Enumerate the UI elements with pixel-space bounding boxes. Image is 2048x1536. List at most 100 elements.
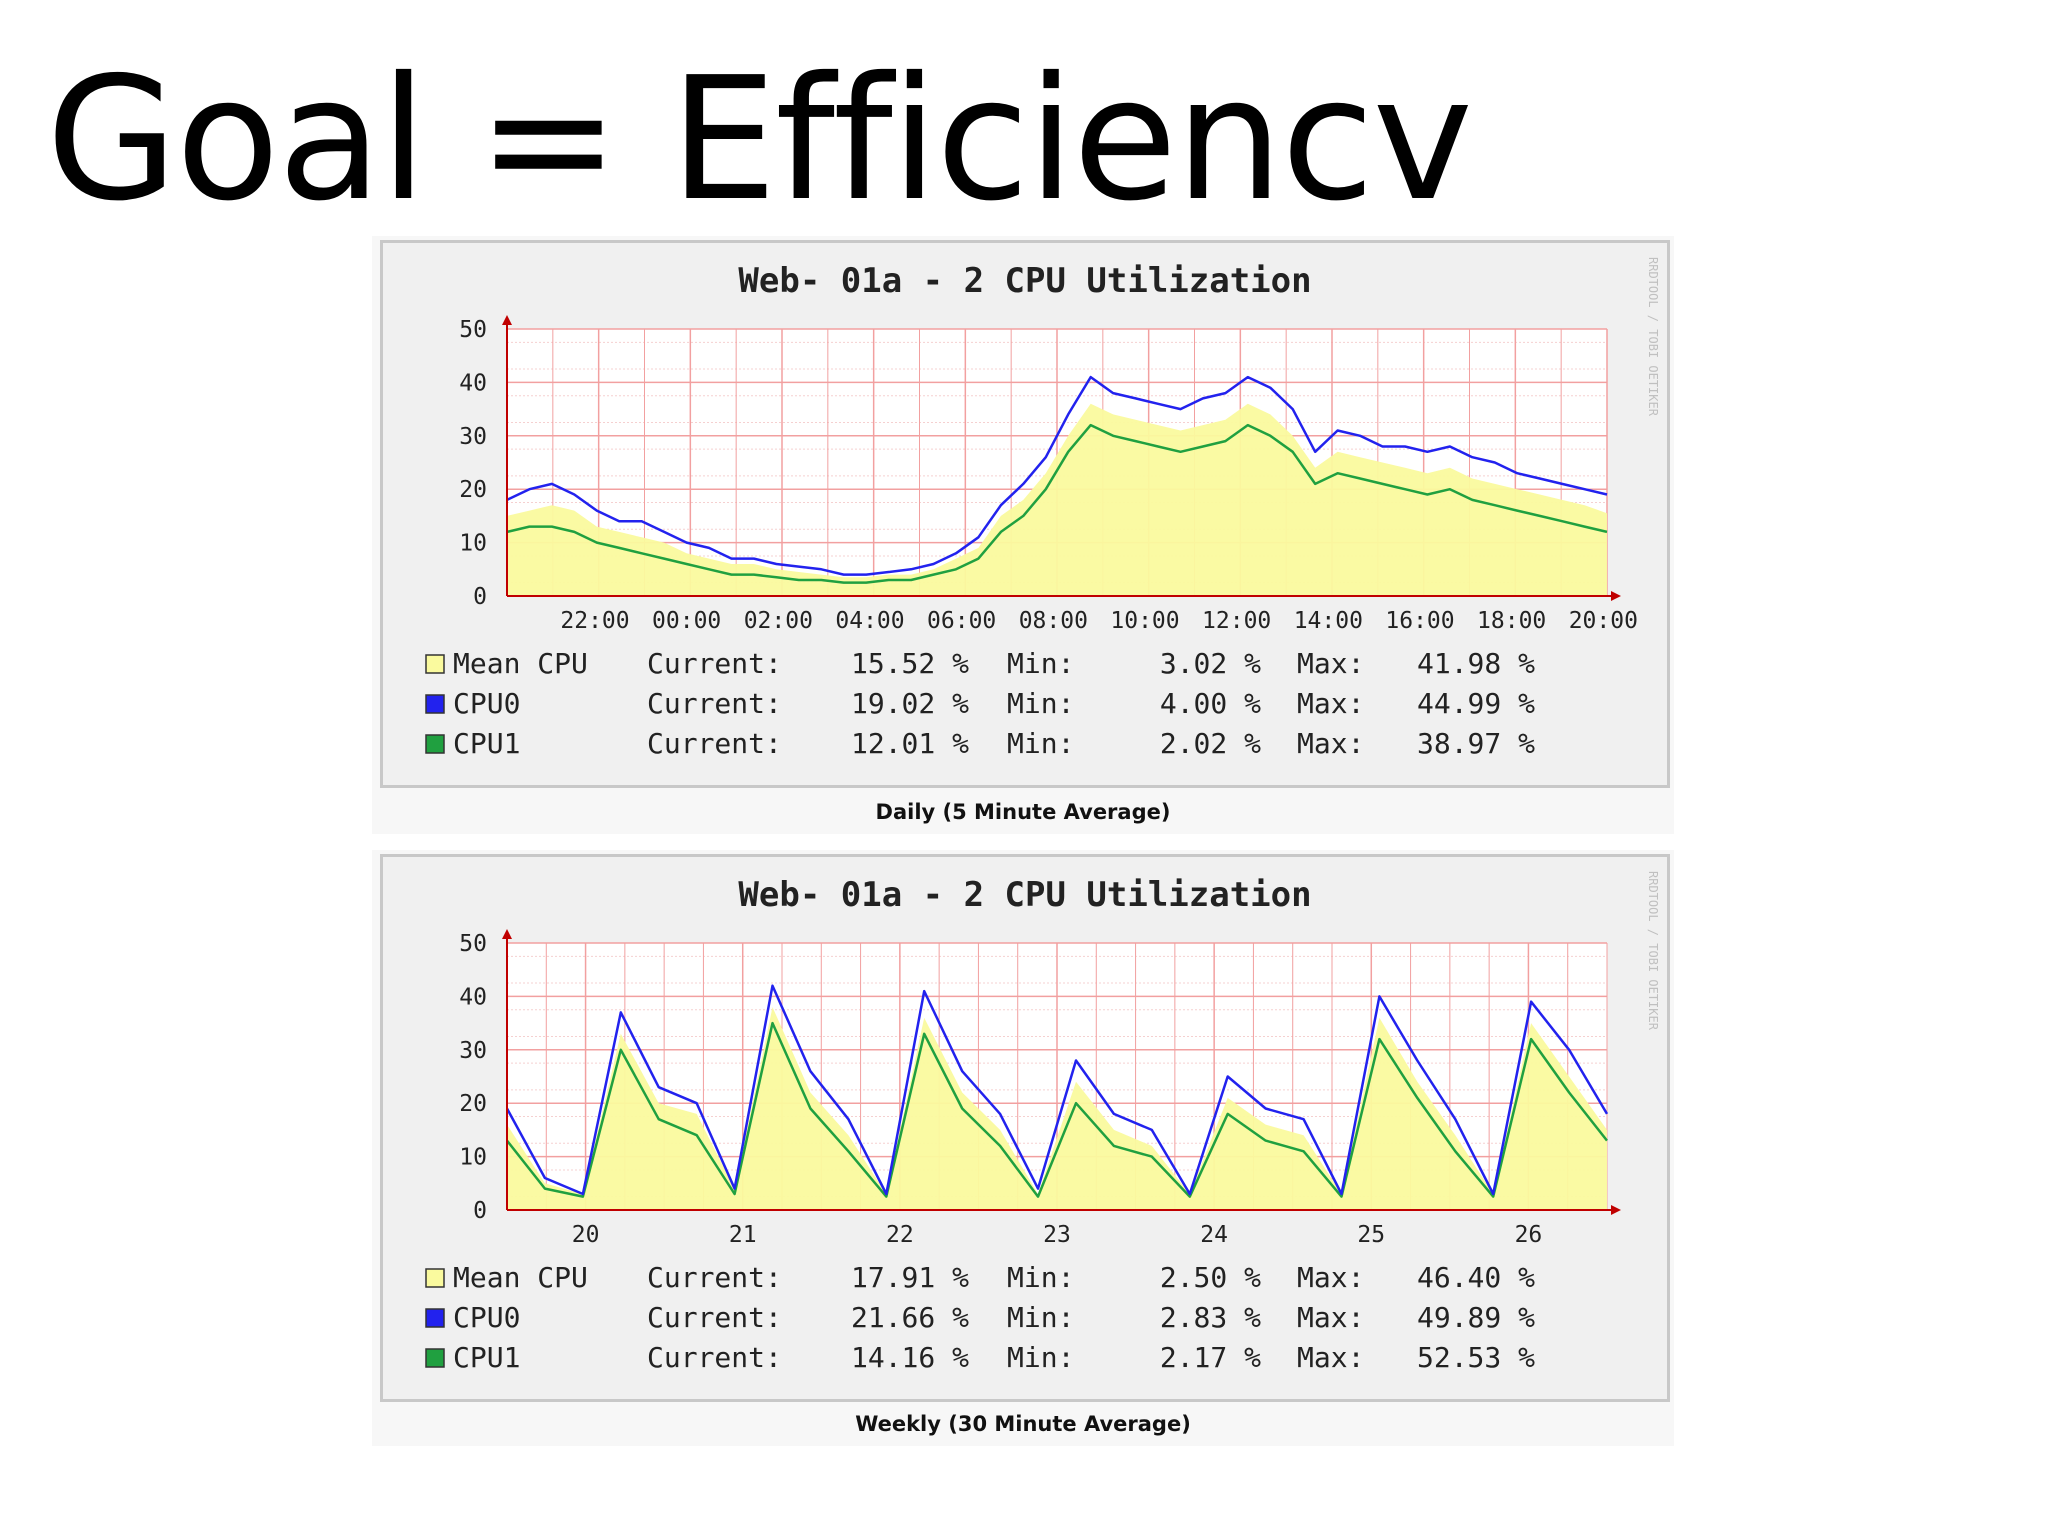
daily-y-axis-arrow	[502, 315, 512, 325]
daily-legend-min-value-cpu1: 2.02 %	[1160, 727, 1261, 760]
weekly-xtick-label: 26	[1515, 1222, 1543, 1248]
daily-legend-current-value-mean-cpu: 15.52 %	[851, 647, 969, 680]
daily-legend-swatch-cpu0	[425, 694, 445, 714]
daily-ytick-label: 20	[459, 477, 487, 503]
daily-legend-min-value-mean-cpu: 3.02 %	[1160, 647, 1261, 680]
weekly-legend-name-cpu0: CPU0	[453, 1301, 520, 1334]
weekly-xtick-label: 22	[886, 1222, 914, 1248]
weekly-legend-min-label: Min:	[1007, 1301, 1074, 1334]
weekly-legend-min-value-cpu0: 2.83 %	[1160, 1301, 1261, 1334]
daily-cpu-graph-panel: Web- 01a - 2 CPU Utilization RRDTOOL / TO…	[372, 236, 1674, 834]
weekly-ytick-label: 0	[473, 1198, 487, 1224]
daily-legend-current-value-cpu0: 19.02 %	[851, 687, 969, 720]
weekly-x-axis-arrow	[1611, 1205, 1621, 1215]
weekly-cpu-graph: Web- 01a - 2 CPU Utilization RRDTOOL / TO…	[380, 854, 1670, 1402]
weekly-cpu-graph-panel: Web- 01a - 2 CPU Utilization RRDTOOL / TO…	[372, 850, 1674, 1446]
daily-xtick-label: 06:00	[927, 608, 996, 634]
weekly-legend-min-value-cpu1: 2.17 %	[1160, 1341, 1261, 1374]
weekly-legend-max-value-mean-cpu: 46.40 %	[1417, 1261, 1535, 1294]
daily-xtick-label: 00:00	[652, 608, 721, 634]
daily-watermark: RRDTOOL / TOBI OETIKER	[1646, 257, 1660, 417]
daily-legend-max-label: Max:	[1297, 687, 1364, 720]
weekly-series-cpu1-line	[506, 1021, 1608, 1198]
daily-xtick-label: 22:00	[560, 608, 629, 634]
weekly-caption: Weekly (30 Minute Average)	[855, 1412, 1191, 1436]
weekly-legend-current-value-cpu1: 14.16 %	[851, 1341, 969, 1374]
weekly-watermark: RRDTOOL / TOBI OETIKER	[1646, 871, 1660, 1031]
daily-legend-min-label: Min:	[1007, 687, 1074, 720]
daily-xtick-label: 08:00	[1019, 608, 1088, 634]
daily-x-axis-arrow	[1611, 591, 1621, 601]
weekly-ytick-label: 20	[459, 1091, 487, 1117]
daily-legend-min-value-cpu0: 4.00 %	[1160, 687, 1261, 720]
daily-xtick-label: 10:00	[1110, 608, 1179, 634]
daily-xtick-label: 12:00	[1202, 608, 1271, 634]
daily-xtick-label: 04:00	[835, 608, 904, 634]
weekly-legend-max-label: Max:	[1297, 1341, 1364, 1374]
daily-legend-name-mean-cpu: Mean CPU	[453, 647, 588, 680]
weekly-cpu-chart: Web- 01a - 2 CPU Utilization RRDTOOL / TO…	[425, 871, 1660, 1374]
daily-legend-max-value-cpu0: 44.99 %	[1417, 687, 1535, 720]
daily-ytick-label: 30	[459, 424, 487, 450]
daily-cpu-chart: Web- 01a - 2 CPU Utilization RRDTOOL / TO…	[425, 257, 1660, 760]
weekly-legend-current-label: Current:	[647, 1341, 782, 1374]
daily-legend-max-value-mean-cpu: 41.98 %	[1417, 647, 1535, 680]
daily-legend-swatch-cpu1	[425, 734, 445, 754]
weekly-legend-current-label: Current:	[647, 1261, 782, 1294]
daily-legend-current-value-cpu1: 12.01 %	[851, 727, 969, 760]
daily-legend-swatch-mean-cpu	[425, 654, 445, 674]
weekly-xtick-label: 24	[1200, 1222, 1228, 1248]
daily-series-cpu0-line	[506, 375, 1608, 576]
weekly-xtick-label: 25	[1357, 1222, 1385, 1248]
weekly-legend-swatch-mean-cpu	[425, 1268, 445, 1288]
daily-legend-max-label: Max:	[1297, 727, 1364, 760]
daily-series-cpu1-line	[506, 423, 1608, 584]
daily-xtick-label: 20:00	[1569, 608, 1638, 634]
weekly-legend-current-label: Current:	[647, 1301, 782, 1334]
weekly-ytick-label: 40	[459, 984, 487, 1010]
weekly-legend-swatch-cpu0	[425, 1308, 445, 1328]
daily-xtick-label: 02:00	[744, 608, 813, 634]
weekly-ytick-label: 50	[459, 931, 487, 957]
weekly-legend-min-label: Min:	[1007, 1261, 1074, 1294]
weekly-series-cpu0-line	[505, 984, 1609, 1196]
daily-series-mean-cpu-area	[507, 403, 1607, 596]
daily-legend-current-label: Current:	[647, 727, 782, 760]
weekly-ytick-label: 10	[459, 1145, 487, 1171]
daily-ytick-label: 50	[459, 317, 487, 343]
daily-legend-name-cpu1: CPU1	[453, 727, 520, 760]
daily-cpu-graph: Web- 01a - 2 CPU Utilization RRDTOOL / TO…	[380, 240, 1670, 788]
weekly-legend-current-value-cpu0: 21.66 %	[851, 1301, 969, 1334]
daily-legend-current-label: Current:	[647, 687, 782, 720]
daily-ytick-label: 10	[459, 531, 487, 557]
daily-ytick-label: 0	[473, 584, 487, 610]
daily-legend-min-label: Min:	[1007, 647, 1074, 680]
weekly-legend-name-mean-cpu: Mean CPU	[453, 1261, 588, 1294]
daily-legend-min-label: Min:	[1007, 727, 1074, 760]
daily-legend-name-cpu0: CPU0	[453, 687, 520, 720]
daily-legend-max-value-cpu1: 38.97 %	[1417, 727, 1535, 760]
daily-legend-current-label: Current:	[647, 647, 782, 680]
weekly-ytick-label: 30	[459, 1038, 487, 1064]
weekly-legend-current-value-mean-cpu: 17.91 %	[851, 1261, 969, 1294]
daily-xtick-label: 14:00	[1294, 608, 1363, 634]
weekly-xtick-label: 23	[1043, 1222, 1071, 1248]
slide-title: Goal = Efficiencv	[46, 41, 1473, 239]
weekly-series-mean-cpu-area	[507, 1007, 1607, 1210]
weekly-legend-name-cpu1: CPU1	[453, 1341, 520, 1374]
weekly-legend-max-value-cpu0: 49.89 %	[1417, 1301, 1535, 1334]
weekly-legend-max-label: Max:	[1297, 1261, 1364, 1294]
daily-xtick-label: 18:00	[1477, 608, 1546, 634]
weekly-legend-swatch-cpu1	[425, 1348, 445, 1368]
weekly-legend-max-value-cpu1: 52.53 %	[1417, 1341, 1535, 1374]
daily-caption: Daily (5 Minute Average)	[875, 800, 1171, 824]
daily-chart-title: Web- 01a - 2 CPU Utilization	[738, 261, 1311, 301]
daily-ytick-label: 40	[459, 370, 487, 396]
weekly-y-axis-arrow	[502, 929, 512, 939]
weekly-xtick-label: 20	[572, 1222, 600, 1248]
weekly-legend-min-label: Min:	[1007, 1341, 1074, 1374]
daily-xtick-label: 16:00	[1385, 608, 1454, 634]
weekly-xtick-label: 21	[729, 1222, 757, 1248]
weekly-legend-min-value-mean-cpu: 2.50 %	[1160, 1261, 1261, 1294]
daily-legend-max-label: Max:	[1297, 647, 1364, 680]
